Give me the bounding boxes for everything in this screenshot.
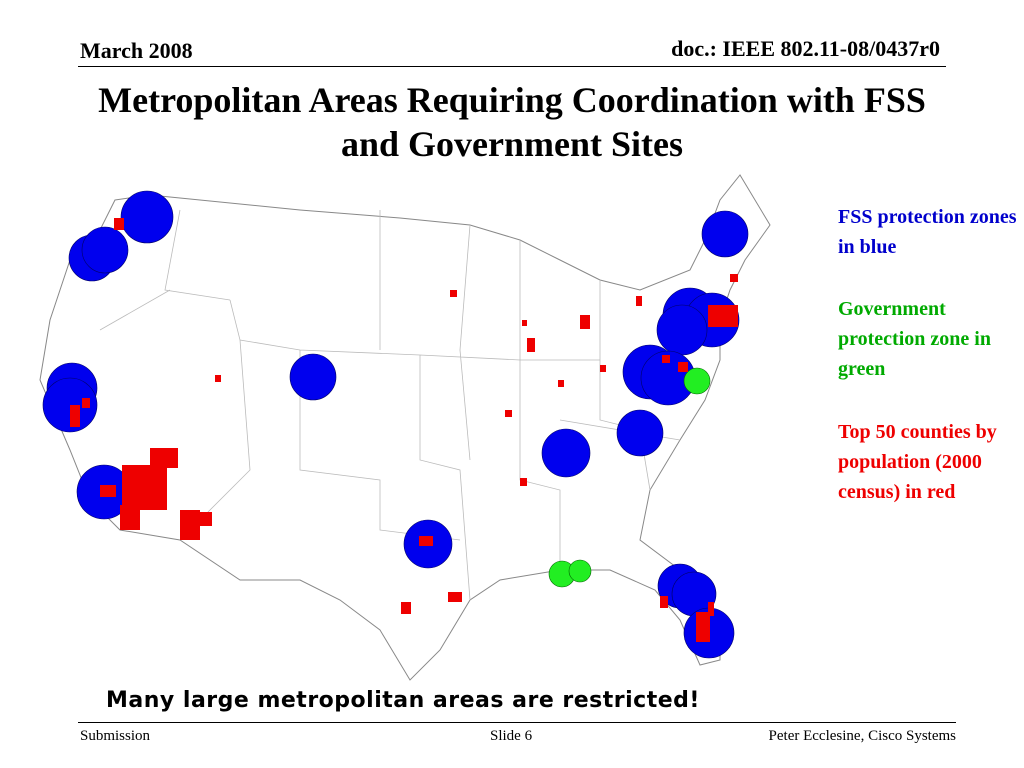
footer-left: Submission	[80, 728, 151, 744]
header-doc: doc.: IEEE 802.11-08/0437r0	[671, 36, 940, 61]
footer-rule	[78, 722, 956, 723]
footer-right: Peter Ecclesine, Cisco Systems	[768, 728, 956, 744]
legend-fss: FSS protection zones in blue	[838, 206, 1017, 258]
caption: Many large metropolitan areas are restri…	[106, 688, 700, 713]
top-counties	[70, 218, 738, 642]
legend-counties: Top 50 counties by population (2000 cens…	[838, 421, 997, 503]
header-date: March 2008	[80, 38, 193, 63]
footer-center: Slide 6	[490, 728, 533, 744]
slide-title: Metropolitan Areas Requiring Coordinatio…	[98, 80, 926, 164]
us-map	[39, 174, 771, 681]
header-rule	[78, 66, 946, 67]
state-lines	[99, 209, 681, 601]
government-zones	[548, 367, 711, 588]
legend-government: Government protection zone in green	[838, 298, 991, 380]
